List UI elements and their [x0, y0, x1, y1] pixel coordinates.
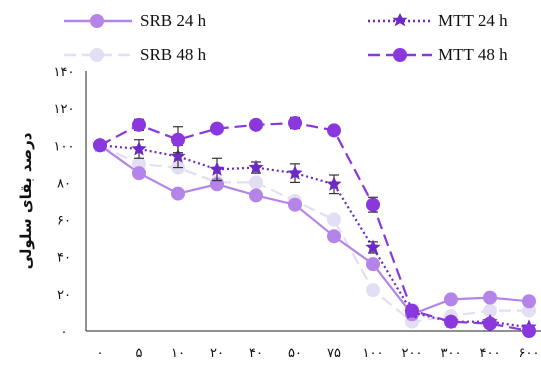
data-point: [288, 116, 302, 130]
data-point: [327, 212, 341, 227]
data-point: [366, 257, 380, 272]
x-tick-label: ۳۰۰: [441, 346, 462, 361]
x-tick-label: ۲۰: [210, 346, 224, 361]
y-tick-labels: ۰ ۲۰ ۴۰ ۶۰ ۸۰ ۱۰۰ ۱۲۰ ۱۴۰: [54, 65, 75, 340]
x-tick-label: ۵: [136, 346, 143, 361]
series-line: [99, 144, 530, 329]
y-tick-label: ۸۰: [57, 176, 71, 191]
data-point: [131, 141, 147, 156]
x-tick-label: ۰: [97, 346, 104, 361]
data-point: [171, 132, 185, 147]
data-point: [209, 161, 225, 176]
series-line: [99, 144, 530, 316]
x-tick-label: ۱۰: [171, 346, 185, 361]
data-point: [444, 292, 458, 307]
y-tick-label: ۲۰: [57, 288, 71, 303]
series-srb-48-h: [93, 138, 536, 329]
data-point: [365, 239, 381, 254]
y-axis-title: درصد بقای سلولی: [17, 132, 35, 269]
y-axis: ۰ ۲۰ ۴۰ ۶۰ ۸۰ ۱۰۰ ۱۲۰ ۱۴۰ درصد بقای سلولی: [17, 65, 87, 340]
y-tick-label: ۴۰: [57, 251, 71, 266]
x-tick-label: ۷۵: [327, 346, 341, 361]
data-point: [93, 138, 107, 153]
data-point: [132, 166, 146, 181]
data-point: [287, 165, 303, 180]
series-line: [99, 144, 529, 323]
x-axis: ۰ ۵ ۱۰ ۲۰ ۴۰ ۵۰ ۷۵ ۱۰۰ ۲۰۰ ۳۰۰ ۴۰۰ ۶۰۰: [86, 330, 541, 361]
x-tick-label: ۵۰: [288, 346, 302, 361]
data-point: [522, 294, 536, 309]
x-tick-label: ۲۰۰: [402, 346, 423, 361]
data-point: [483, 290, 497, 305]
data-point: [170, 148, 186, 163]
x-tick-label: ۶۰۰: [519, 346, 540, 361]
legend-label-mtt-24h: MTT 24 h: [438, 11, 508, 30]
data-point: [405, 303, 419, 318]
y-tick-label: ۱۴۰: [54, 65, 75, 80]
x-tick-labels: ۰ ۵ ۱۰ ۲۰ ۴۰ ۵۰ ۷۵ ۱۰۰ ۲۰۰ ۳۰۰ ۴۰۰ ۶۰۰: [97, 346, 540, 361]
legend-item-mtt-48h: MTT 48 h: [368, 45, 508, 64]
data-point: [171, 186, 185, 201]
data-point: [249, 175, 263, 190]
legend-item-srb-48h: SRB 48 h: [64, 45, 207, 64]
x-tick-label: ۴۰: [249, 346, 263, 361]
y-tick-label: ۱۰۰: [54, 139, 75, 154]
legend-label-mtt-48h: MTT 48 h: [438, 45, 508, 64]
data-point: [366, 197, 380, 212]
data-point: [366, 283, 380, 298]
data-point: [326, 176, 342, 191]
data-point: [444, 314, 458, 329]
data-point: [327, 123, 341, 138]
legend-label-srb-24h: SRB 24 h: [140, 11, 207, 30]
data-point: [288, 197, 302, 212]
data-point: [483, 303, 497, 318]
data-point: [249, 188, 263, 203]
series-mtt-48-h: [93, 116, 536, 338]
legend-item-mtt-24h: MTT 24 h: [368, 11, 508, 30]
data-point: [249, 117, 263, 132]
data-point: [248, 159, 264, 174]
data-point: [522, 324, 536, 338]
y-tick-label: ۱۲۰: [54, 102, 75, 117]
data-point: [132, 117, 146, 132]
data-point: [483, 316, 497, 331]
x-tick-label: ۱۰۰: [363, 346, 384, 361]
data-point: [327, 229, 341, 244]
data-point: [210, 121, 224, 136]
series-layer: [92, 116, 537, 338]
legend-label-srb-48h: SRB 48 h: [140, 45, 207, 64]
legend: SRB 24 h MTT 24 h SRB 48 h MTT 48 h: [64, 11, 508, 64]
y-tick-label: ۶۰: [57, 214, 71, 229]
x-tick-label: ۴۰۰: [480, 346, 501, 361]
legend-item-srb-24h: SRB 24 h: [64, 11, 207, 30]
y-tick-label: ۰: [61, 325, 68, 340]
